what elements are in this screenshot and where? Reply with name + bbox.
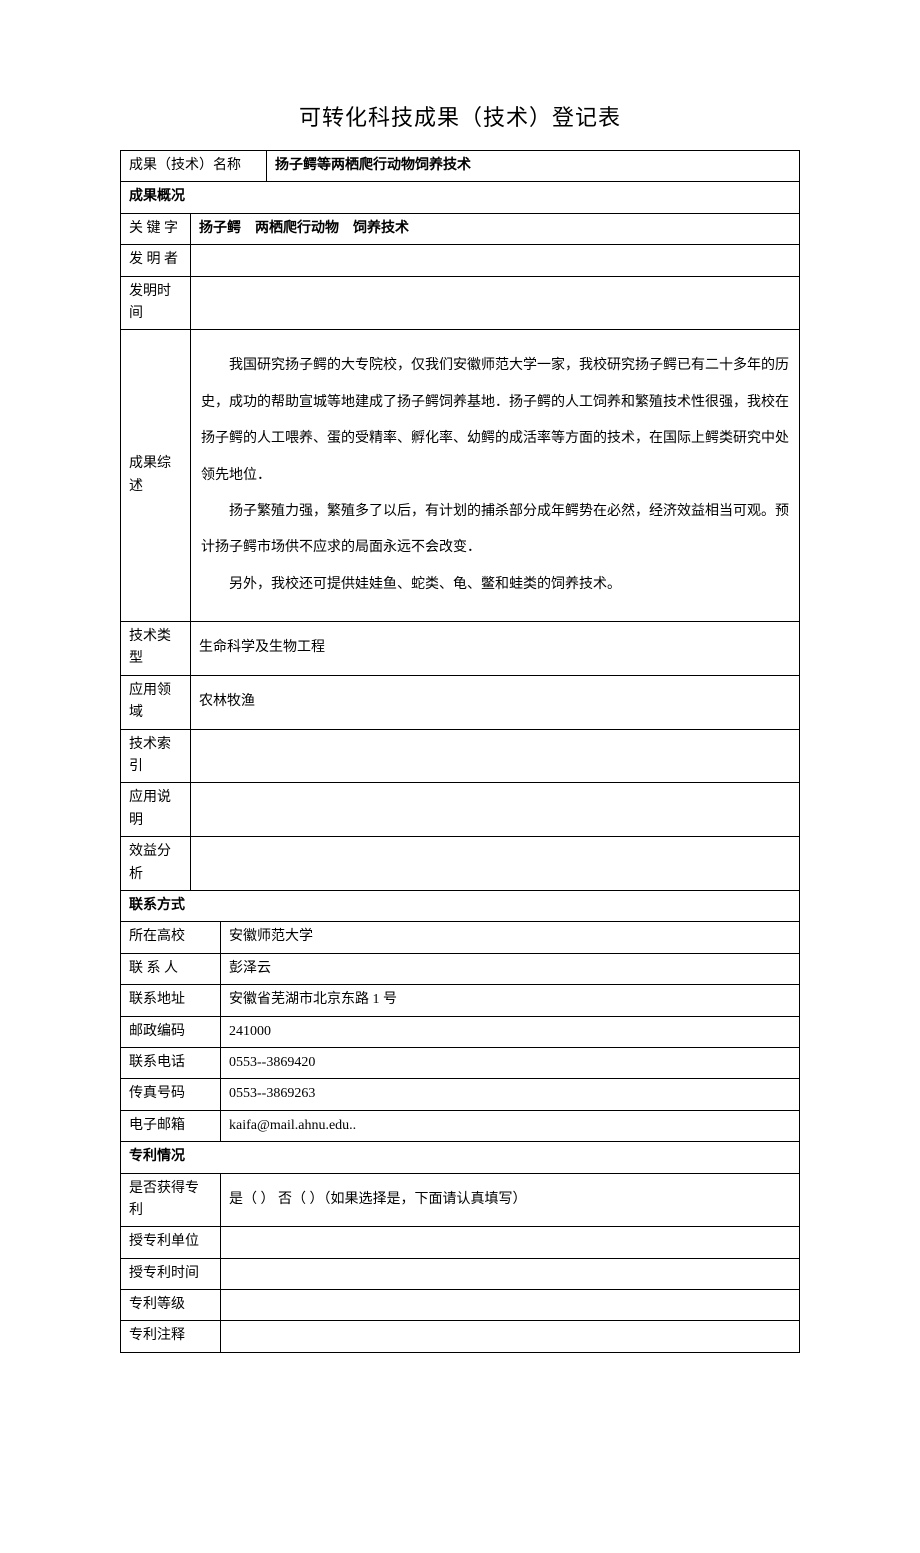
fax-label: 传真号码 [121,1079,221,1110]
app-field-label: 应用领域 [121,675,191,729]
table-row: 发 明 者 [121,245,800,276]
address-label: 联系地址 [121,985,221,1016]
table-row: 成果概况 [121,182,800,213]
summary-para: 扬子繁殖力强，繁殖多了以后，有计划的捕杀部分成年鳄势在必然，经济效益相当可观。预… [201,494,789,567]
table-row: 效益分析 [121,837,800,891]
invent-time-value [191,276,800,330]
table-row: 邮政编码 241000 [121,1016,800,1047]
tech-index-value [191,729,800,783]
summary-para: 我国研究扬子鳄的大专院校，仅我们安徽师范大学一家，我校研究扬子鳄已有二十多年的历… [201,348,789,494]
patent-time-value [221,1258,800,1289]
summary-para: 另外，我校还可提供娃娃鱼、蛇类、龟、鳖和蛙类的饲养技术。 [201,567,789,603]
table-row: 成果综述 我国研究扬子鳄的大专院校，仅我们安徽师范大学一家，我校研究扬子鳄已有二… [121,330,800,622]
patent-time-label: 授专利时间 [121,1258,221,1289]
phone-label: 联系电话 [121,1047,221,1078]
table-row: 关 键 字 扬子鳄 两栖爬行动物 饲养技术 [121,213,800,244]
table-row: 联系电话 0553--3869420 [121,1047,800,1078]
table-row: 授专利时间 [121,1258,800,1289]
table-row: 专利情况 [121,1142,800,1173]
table-row: 授专利单位 [121,1227,800,1258]
phone-value: 0553--3869420 [221,1047,800,1078]
patent-note-value [221,1321,800,1352]
table-row: 联系方式 [121,890,800,921]
school-label: 所在高校 [121,922,221,953]
inventor-label: 发 明 者 [121,245,191,276]
table-row: 应用说明 [121,783,800,837]
patent-unit-value [221,1227,800,1258]
table-row: 专利注释 [121,1321,800,1352]
email-value: kaifa@mail.ahnu.edu.. [221,1110,800,1141]
table-row: 发明时间 [121,276,800,330]
table-row: 联系地址 安徽省芜湖市北京东路 1 号 [121,985,800,1016]
email-label: 电子邮箱 [121,1110,221,1141]
table-row: 联 系 人 彭泽云 [121,953,800,984]
contact-person-label: 联 系 人 [121,953,221,984]
has-patent-value: 是（ ） 否（ ）（如果选择是，下面请认真填写） [221,1173,800,1227]
tech-index-label: 技术索引 [121,729,191,783]
app-desc-label: 应用说明 [121,783,191,837]
table-row: 是否获得专利 是（ ） 否（ ）（如果选择是，下面请认真填写） [121,1173,800,1227]
tech-type-label: 技术类型 [121,622,191,676]
tech-type-value: 生命科学及生物工程 [191,622,800,676]
table-row: 电子邮箱 kaifa@mail.ahnu.edu.. [121,1110,800,1141]
school-value: 安徽师范大学 [221,922,800,953]
fax-value: 0553--3869263 [221,1079,800,1110]
table-row: 技术索引 [121,729,800,783]
has-patent-label: 是否获得专利 [121,1173,221,1227]
app-desc-value [191,783,800,837]
benefit-value [191,837,800,891]
registration-table: 成果（技术）名称 扬子鳄等两栖爬行动物饲养技术 成果概况 关 键 字 扬子鳄 两… [120,150,800,1353]
patent-level-label: 专利等级 [121,1290,221,1321]
patent-level-value [221,1290,800,1321]
contact-person-value: 彭泽云 [221,953,800,984]
table-row: 专利等级 [121,1290,800,1321]
patent-unit-label: 授专利单位 [121,1227,221,1258]
postcode-label: 邮政编码 [121,1016,221,1047]
summary-label: 成果综述 [121,330,191,622]
table-row: 应用领域 农林牧渔 [121,675,800,729]
inventor-value [191,245,800,276]
contact-header: 联系方式 [121,890,800,921]
name-value: 扬子鳄等两栖爬行动物饲养技术 [267,151,800,182]
name-label: 成果（技术）名称 [121,151,267,182]
app-field-value: 农林牧渔 [191,675,800,729]
table-row: 技术类型 生命科学及生物工程 [121,622,800,676]
postcode-value: 241000 [221,1016,800,1047]
keyword-label: 关 键 字 [121,213,191,244]
summary-value: 我国研究扬子鳄的大专院校，仅我们安徽师范大学一家，我校研究扬子鳄已有二十多年的历… [191,330,800,622]
patent-header: 专利情况 [121,1142,800,1173]
patent-note-label: 专利注释 [121,1321,221,1352]
invent-time-label: 发明时间 [121,276,191,330]
table-row: 所在高校 安徽师范大学 [121,922,800,953]
table-row: 传真号码 0553--3869263 [121,1079,800,1110]
address-value: 安徽省芜湖市北京东路 1 号 [221,985,800,1016]
overview-header: 成果概况 [121,182,800,213]
page-title: 可转化科技成果（技术）登记表 [120,100,800,132]
benefit-label: 效益分析 [121,837,191,891]
keyword-value: 扬子鳄 两栖爬行动物 饲养技术 [191,213,800,244]
table-row: 成果（技术）名称 扬子鳄等两栖爬行动物饲养技术 [121,151,800,182]
